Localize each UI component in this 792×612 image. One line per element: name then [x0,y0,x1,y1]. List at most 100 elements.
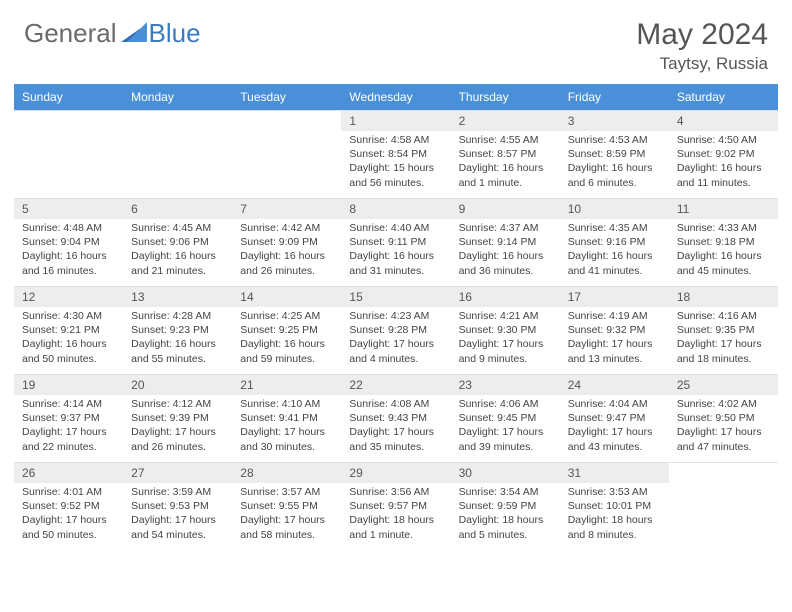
day-number [123,110,232,131]
day-number: 31 [560,462,669,483]
sunset-text: Sunset: 9:09 PM [240,235,333,249]
calendar-day-cell: 7Sunrise: 4:42 AMSunset: 9:09 PMDaylight… [232,198,341,286]
weekday-header: Friday [560,84,669,110]
sunrise-text: Sunrise: 3:54 AM [459,485,552,499]
calendar-day-cell [123,110,232,198]
day-number: 7 [232,198,341,219]
day-number: 3 [560,110,669,131]
sunrise-text: Sunrise: 4:14 AM [22,397,115,411]
sunset-text: Sunset: 9:25 PM [240,323,333,337]
day-number: 24 [560,374,669,395]
sunset-text: Sunset: 8:59 PM [568,147,661,161]
calendar-day-cell: 11Sunrise: 4:33 AMSunset: 9:18 PMDayligh… [669,198,778,286]
sunrise-text: Sunrise: 4:25 AM [240,309,333,323]
sunset-text: Sunset: 9:32 PM [568,323,661,337]
weekday-header: Wednesday [341,84,450,110]
sunrise-text: Sunrise: 4:50 AM [677,133,770,147]
daylight-text: Daylight: 16 hours and 45 minutes. [677,249,770,277]
sunset-text: Sunset: 9:50 PM [677,411,770,425]
daylight-text: Daylight: 16 hours and 31 minutes. [349,249,442,277]
daylight-text: Daylight: 16 hours and 6 minutes. [568,161,661,189]
day-details: Sunrise: 4:28 AMSunset: 9:23 PMDaylight:… [123,307,232,370]
day-details: Sunrise: 4:53 AMSunset: 8:59 PMDaylight:… [560,131,669,194]
calendar-week-row: 26Sunrise: 4:01 AMSunset: 9:52 PMDayligh… [14,462,778,550]
weekday-header: Saturday [669,84,778,110]
calendar-day-cell: 26Sunrise: 4:01 AMSunset: 9:52 PMDayligh… [14,462,123,550]
sunrise-text: Sunrise: 4:33 AM [677,221,770,235]
sunset-text: Sunset: 9:14 PM [459,235,552,249]
daylight-text: Daylight: 17 hours and 9 minutes. [459,337,552,365]
month-title: May 2024 [636,18,768,52]
sunrise-text: Sunrise: 4:12 AM [131,397,224,411]
daylight-text: Daylight: 17 hours and 54 minutes. [131,513,224,541]
calendar-day-cell: 4Sunrise: 4:50 AMSunset: 9:02 PMDaylight… [669,110,778,198]
sunset-text: Sunset: 10:01 PM [568,499,661,513]
daylight-text: Daylight: 17 hours and 35 minutes. [349,425,442,453]
calendar-day-cell [232,110,341,198]
sunset-text: Sunset: 9:39 PM [131,411,224,425]
day-details: Sunrise: 4:04 AMSunset: 9:47 PMDaylight:… [560,395,669,458]
calendar-week-row: 12Sunrise: 4:30 AMSunset: 9:21 PMDayligh… [14,286,778,374]
day-details: Sunrise: 4:10 AMSunset: 9:41 PMDaylight:… [232,395,341,458]
day-details: Sunrise: 3:59 AMSunset: 9:53 PMDaylight:… [123,483,232,546]
sunset-text: Sunset: 9:18 PM [677,235,770,249]
day-details: Sunrise: 4:25 AMSunset: 9:25 PMDaylight:… [232,307,341,370]
daylight-text: Daylight: 17 hours and 47 minutes. [677,425,770,453]
calendar-day-cell: 22Sunrise: 4:08 AMSunset: 9:43 PMDayligh… [341,374,450,462]
day-number: 28 [232,462,341,483]
day-number: 19 [14,374,123,395]
day-details: Sunrise: 4:16 AMSunset: 9:35 PMDaylight:… [669,307,778,370]
daylight-text: Daylight: 18 hours and 8 minutes. [568,513,661,541]
day-details: Sunrise: 4:55 AMSunset: 8:57 PMDaylight:… [451,131,560,194]
day-details: Sunrise: 3:53 AMSunset: 10:01 PMDaylight… [560,483,669,546]
page-header: General Blue May 2024 Taytsy, Russia [0,0,792,84]
day-details: Sunrise: 3:57 AMSunset: 9:55 PMDaylight:… [232,483,341,546]
sunrise-text: Sunrise: 4:30 AM [22,309,115,323]
calendar-day-cell: 25Sunrise: 4:02 AMSunset: 9:50 PMDayligh… [669,374,778,462]
day-details: Sunrise: 4:01 AMSunset: 9:52 PMDaylight:… [14,483,123,546]
calendar-day-cell [14,110,123,198]
daylight-text: Daylight: 16 hours and 55 minutes. [131,337,224,365]
calendar-week-row: 1Sunrise: 4:58 AMSunset: 8:54 PMDaylight… [14,110,778,198]
day-number: 2 [451,110,560,131]
day-number [669,462,778,483]
sunrise-text: Sunrise: 4:58 AM [349,133,442,147]
calendar-day-cell: 12Sunrise: 4:30 AMSunset: 9:21 PMDayligh… [14,286,123,374]
sunset-text: Sunset: 9:37 PM [22,411,115,425]
sunset-text: Sunset: 9:21 PM [22,323,115,337]
day-number: 4 [669,110,778,131]
title-block: May 2024 Taytsy, Russia [636,18,768,74]
sunset-text: Sunset: 9:52 PM [22,499,115,513]
sunrise-text: Sunrise: 4:19 AM [568,309,661,323]
daylight-text: Daylight: 17 hours and 13 minutes. [568,337,661,365]
day-details: Sunrise: 4:35 AMSunset: 9:16 PMDaylight:… [560,219,669,282]
day-details: Sunrise: 4:19 AMSunset: 9:32 PMDaylight:… [560,307,669,370]
day-details: Sunrise: 4:33 AMSunset: 9:18 PMDaylight:… [669,219,778,282]
daylight-text: Daylight: 17 hours and 30 minutes. [240,425,333,453]
sunrise-text: Sunrise: 3:59 AM [131,485,224,499]
calendar-day-cell: 29Sunrise: 3:56 AMSunset: 9:57 PMDayligh… [341,462,450,550]
day-details: Sunrise: 4:48 AMSunset: 9:04 PMDaylight:… [14,219,123,282]
calendar-day-cell: 27Sunrise: 3:59 AMSunset: 9:53 PMDayligh… [123,462,232,550]
sunrise-text: Sunrise: 4:28 AM [131,309,224,323]
calendar-day-cell: 23Sunrise: 4:06 AMSunset: 9:45 PMDayligh… [451,374,560,462]
weekday-header: Thursday [451,84,560,110]
calendar-day-cell: 20Sunrise: 4:12 AMSunset: 9:39 PMDayligh… [123,374,232,462]
sunset-text: Sunset: 9:41 PM [240,411,333,425]
day-details: Sunrise: 4:45 AMSunset: 9:06 PMDaylight:… [123,219,232,282]
daylight-text: Daylight: 18 hours and 1 minute. [349,513,442,541]
calendar-day-cell: 1Sunrise: 4:58 AMSunset: 8:54 PMDaylight… [341,110,450,198]
calendar-day-cell: 30Sunrise: 3:54 AMSunset: 9:59 PMDayligh… [451,462,560,550]
sunset-text: Sunset: 9:47 PM [568,411,661,425]
day-details: Sunrise: 4:58 AMSunset: 8:54 PMDaylight:… [341,131,450,194]
sunset-text: Sunset: 9:30 PM [459,323,552,337]
sunset-text: Sunset: 9:59 PM [459,499,552,513]
day-number: 18 [669,286,778,307]
sunrise-text: Sunrise: 4:02 AM [677,397,770,411]
day-number: 1 [341,110,450,131]
sunrise-text: Sunrise: 3:56 AM [349,485,442,499]
calendar-day-cell: 16Sunrise: 4:21 AMSunset: 9:30 PMDayligh… [451,286,560,374]
sunset-text: Sunset: 9:11 PM [349,235,442,249]
sunset-text: Sunset: 8:57 PM [459,147,552,161]
daylight-text: Daylight: 16 hours and 11 minutes. [677,161,770,189]
